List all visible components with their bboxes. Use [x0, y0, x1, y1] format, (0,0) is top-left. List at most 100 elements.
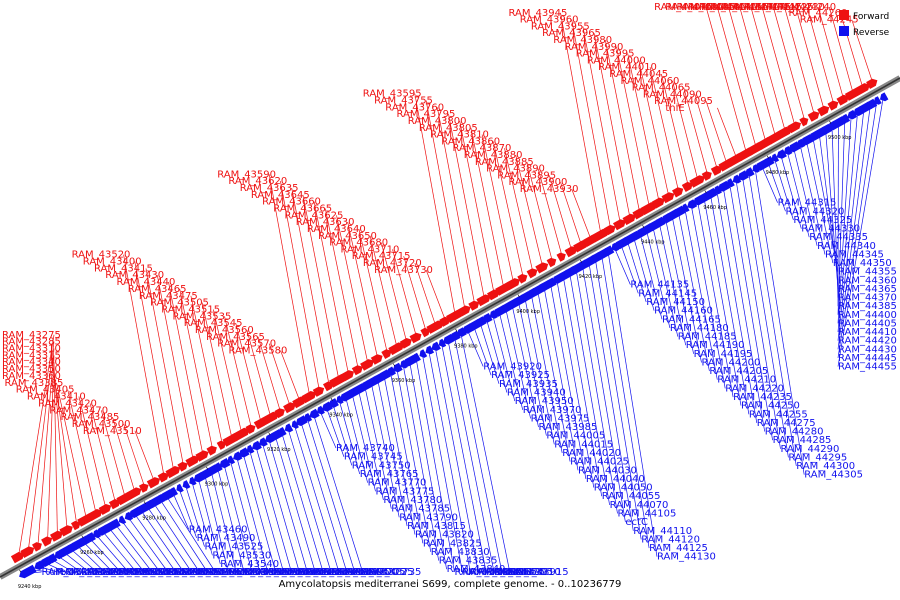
- gene-label: RAM_43330: [57, 567, 116, 578]
- connector-line: [102, 530, 137, 573]
- connector-line: [671, 215, 702, 363]
- gene-label: RAM_43340: [2, 357, 61, 368]
- gene-label: RAM_44075: [654, 2, 713, 13]
- connector-line: [767, 161, 786, 212]
- connector-line: [89, 537, 121, 573]
- gene-label: RAM_44345: [825, 250, 884, 261]
- gene-label: RAM_44335: [809, 232, 868, 243]
- gene-label: RAM_44220: [725, 383, 784, 394]
- tick-mark: [455, 328, 458, 332]
- connector-line: [594, 258, 642, 540]
- gene-label: RAM_44155: [710, 2, 769, 13]
- connector-line: [434, 347, 479, 573]
- forward-gene-arrow: [116, 492, 133, 506]
- connector-line: [18, 334, 55, 557]
- gene-label: RAM_43830: [431, 547, 490, 558]
- connector-line: [403, 256, 427, 332]
- connector-line: [742, 176, 789, 458]
- connector-line: [27, 341, 55, 552]
- gene-label: RAM_43505: [150, 298, 209, 309]
- connector-line: [78, 396, 107, 509]
- gene-label: RAM_43580: [229, 346, 288, 357]
- gene-label: RAM_44245: [800, 15, 859, 26]
- connector-line: [369, 235, 398, 348]
- connector-line: [604, 39, 641, 214]
- reverse-gene-arrow: [176, 483, 184, 493]
- gene-label: RAM_43470: [49, 405, 108, 416]
- connector-line: [754, 169, 805, 475]
- gene-label: RAM_44095: [654, 96, 713, 107]
- tick-label: 9280 kbp: [142, 516, 166, 522]
- gene-label: RAM_43930: [520, 184, 579, 195]
- reverse-gene-arrow: [278, 427, 287, 436]
- gene-label: RAM_43395: [184, 567, 243, 578]
- reverse-gene-arrow: [744, 167, 755, 177]
- connector-line: [392, 249, 417, 338]
- gene-label: RAM_43970: [523, 405, 582, 416]
- connector-line: [837, 108, 865, 341]
- gene-label: RAM_43705: [347, 567, 406, 578]
- gene-label: RAM_43475: [139, 291, 198, 302]
- connector-line: [748, 172, 797, 467]
- connector-line: [607, 251, 658, 557]
- reverse-gene-arrow: [682, 203, 690, 212]
- forward-gene-arrow: [420, 327, 431, 338]
- gene-label: RAM_44385: [838, 301, 897, 312]
- forward-gene-arrow: [274, 408, 285, 419]
- forward-gene-arrow: [177, 461, 188, 472]
- connector-line: [291, 187, 330, 386]
- connector-line: [274, 435, 316, 573]
- forward-gene-arrow: [351, 365, 363, 376]
- legend: Forward Reverse: [839, 10, 890, 38]
- connector-line: [364, 386, 392, 509]
- gene-label: RAM_44325: [793, 215, 852, 226]
- gene-label: RAM_43915: [510, 567, 569, 578]
- gene-label: RAM_44040: [586, 474, 645, 485]
- gene-label: RAM_43410: [27, 392, 86, 403]
- gene-label: RAM_44370: [838, 293, 897, 304]
- connector-line: [660, 73, 689, 187]
- gene-label: RAM_43450: [207, 567, 266, 578]
- reverse-gene-arrow: [425, 345, 435, 355]
- connector-line: [280, 181, 320, 391]
- gene-label: RAM_43535: [173, 311, 232, 322]
- gene-label: RAM_44410: [838, 327, 897, 338]
- connector-line: [217, 467, 245, 573]
- connector-line: [319, 410, 337, 449]
- genome-backbone: [0, 75, 900, 580]
- gene-label: RAM_43500: [72, 419, 131, 430]
- forward-gene-arrow: [381, 349, 392, 359]
- gene-label: RAM_44295: [788, 452, 847, 463]
- gene-label: RAM_43390: [73, 567, 132, 578]
- forward-gene-arrow: [59, 525, 73, 537]
- reverse-gene-arrow: [841, 113, 851, 123]
- gene-label: RAM_43640: [307, 224, 366, 235]
- forward-gene-arrow: [88, 509, 103, 521]
- connector-line: [212, 309, 243, 434]
- gene-label: RAM_43460: [189, 524, 248, 535]
- connector-line: [569, 272, 610, 505]
- connector-line: [204, 474, 229, 573]
- gene-label: RAM_43730: [374, 265, 433, 276]
- gene-label: RAM_43835: [439, 556, 498, 567]
- forward-gene-arrow: [165, 466, 181, 479]
- gene-label: RAM_44235: [733, 392, 792, 403]
- gene-label: RAM_43490: [197, 533, 256, 544]
- connector-line: [436, 107, 476, 305]
- connector-line: [347, 222, 379, 359]
- connector-line: [268, 174, 311, 397]
- connector-line: [396, 368, 432, 552]
- connector-line: [571, 19, 612, 230]
- connector-line: [784, 6, 815, 116]
- forward-gene-arrow: [564, 246, 578, 258]
- reverse-gene-arrow: [783, 146, 793, 155]
- gene-label: RAM_43710: [341, 244, 400, 255]
- gene-label: RAM_43540: [220, 559, 279, 570]
- reverse-gene-arrow: [763, 156, 775, 167]
- connector-line: [168, 282, 204, 456]
- gene-label: RAM_43600: [260, 567, 319, 578]
- connector-line: [223, 463, 253, 573]
- gene-label: RAM_43595: [363, 89, 422, 100]
- connector-line: [639, 233, 663, 320]
- gene-label: RAM_44240: [777, 2, 836, 13]
